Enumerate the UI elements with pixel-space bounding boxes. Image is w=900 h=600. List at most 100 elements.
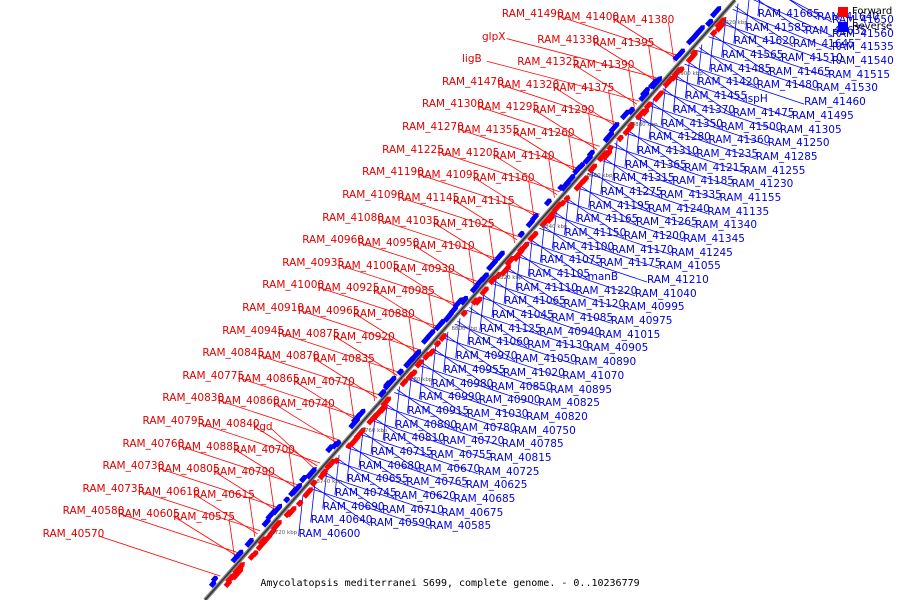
leader-line <box>98 535 221 577</box>
leader-line <box>345 446 466 488</box>
forward-gene-label: RAM_41490 <box>501 8 564 20</box>
leader-line <box>293 380 358 422</box>
leader-line <box>273 402 338 444</box>
leader-line <box>757 0 806 34</box>
leader-line <box>735 6 794 47</box>
leader-line <box>568 134 575 176</box>
reverse-gene-glyph <box>271 503 283 516</box>
reverse-gene-label: RAM_41015 <box>598 328 661 341</box>
leader-line <box>672 71 678 112</box>
reverse-gene-glyph <box>577 161 586 170</box>
forward-gene-glyph <box>580 175 589 185</box>
leader-line <box>328 406 336 447</box>
leader-line <box>553 211 613 252</box>
reverse-gene-label: RAM_40890 <box>574 356 637 369</box>
axis-tick-label: 8820 kbp <box>496 275 523 281</box>
leader-line <box>418 364 539 406</box>
forward-gene-glyph <box>504 255 515 267</box>
leader-line <box>406 378 527 420</box>
leader-line <box>448 270 455 311</box>
leader-line <box>638 115 697 157</box>
reverse-gene-label: RAM_41565 <box>721 49 784 62</box>
leader-line <box>457 128 580 170</box>
leader-line <box>178 445 301 486</box>
forward-gene-label: RAM_40835 <box>313 353 375 366</box>
leader-line <box>789 0 818 20</box>
reverse-gene-label: RAM_41170 <box>611 243 674 256</box>
leader-line <box>672 77 793 119</box>
forward-gene-label: RAM_41300 <box>422 98 484 111</box>
leader-line <box>353 312 418 354</box>
forward-gene-label: RAM_40790 <box>213 466 275 479</box>
forward-gene-label: RAM_40795 <box>142 415 205 427</box>
reverse-gene-label: RAM_41635 <box>805 24 867 37</box>
reverse-gene-label: RAM_41150 <box>564 226 627 239</box>
leader-line <box>697 44 703 85</box>
reverse-gene-label: RAM_41235 <box>696 147 759 160</box>
leader-line <box>336 457 395 499</box>
forward-gene-label: RAM_41140 <box>492 149 555 162</box>
reverse-gene-label: RAM_41515 <box>828 68 891 81</box>
forward-gene-glyph <box>546 210 556 220</box>
forward-gene-label: RAM_40575 <box>173 511 236 524</box>
reverse-gene-label: RAM_40725 <box>477 465 540 478</box>
reverse-gene-label: RAM_41175 <box>599 257 662 270</box>
forward-gene-label: RAM_40935 <box>282 256 345 269</box>
reverse-gene-label: RAM_41125 <box>479 322 542 335</box>
reverse-swatch <box>838 21 848 32</box>
reverse-gene-label: RAM_41460 <box>804 96 866 109</box>
forward-gene-glyph <box>563 195 571 203</box>
forward-gene-glyph <box>652 90 664 103</box>
reverse-gene-label: RAM_41220 <box>575 284 638 297</box>
reverse-gene-label: RAM_40970 <box>455 350 518 363</box>
forward-gene-label: RAM_41005 <box>337 259 400 272</box>
leader-line <box>512 131 578 173</box>
leader-line <box>506 38 660 79</box>
reverse-gene-label: RAM_41495 <box>792 109 854 122</box>
axis-tick-label: 8760 kbp <box>361 428 388 434</box>
forward-gene-glyph <box>309 479 318 487</box>
forward-gene-glyph <box>285 506 297 518</box>
forward-gene-label: RAM_41325 <box>517 56 580 69</box>
reverse-gene-glyph <box>603 130 614 142</box>
leader-line <box>333 335 398 376</box>
reverse-gene-label: RAM_41055 <box>659 260 721 273</box>
reverse-gene-glyph <box>425 329 436 340</box>
forward-gene-glyph <box>332 457 340 465</box>
leader-line <box>648 99 654 140</box>
leader-line <box>357 433 478 474</box>
leader-line <box>709 30 715 71</box>
leader-line <box>612 18 678 60</box>
leader-line <box>626 129 685 170</box>
reverse-gene-glyph <box>244 538 254 548</box>
forward-gene-label: RAM_41260 <box>512 127 575 139</box>
forward-swatch <box>838 6 848 17</box>
reverse-gene-glyph <box>563 173 576 187</box>
leader-line <box>532 109 598 150</box>
leader-line <box>357 241 480 283</box>
forward-gene-glyph <box>353 427 366 441</box>
forward-gene-label: RAM_40985 <box>373 285 435 298</box>
reverse-gene-label: RAM_41510 <box>781 52 843 65</box>
leader-line <box>238 377 361 419</box>
forward-gene-label: RAM_41190 <box>362 166 424 179</box>
forward-gene-label: RAM_41470 <box>442 75 504 88</box>
leader-line <box>611 145 732 187</box>
reverse-gene-label: RAM_40750 <box>514 424 576 437</box>
reverse-gene-label: RAM_40765 <box>406 476 469 489</box>
forward-gene-glyph <box>378 404 388 414</box>
forward-gene-label: RAM_41355 <box>457 124 520 136</box>
forward-gene-label: RAM_40885 <box>177 440 240 453</box>
leader-line <box>348 443 407 485</box>
reverse-gene-label: RAM_41535 <box>832 41 894 54</box>
leader-line <box>612 140 618 181</box>
reverse-gene-label: RAM_40710 <box>382 503 444 516</box>
forward-gene-label: RAM_40830 <box>162 392 225 405</box>
leader-line <box>733 3 739 44</box>
leader-line <box>457 320 516 362</box>
forward-gene-glyph <box>479 286 489 297</box>
reverse-gene-glyph <box>640 87 650 98</box>
forward-gene-label: RAM_40920 <box>333 330 395 343</box>
leader-line <box>248 496 256 537</box>
